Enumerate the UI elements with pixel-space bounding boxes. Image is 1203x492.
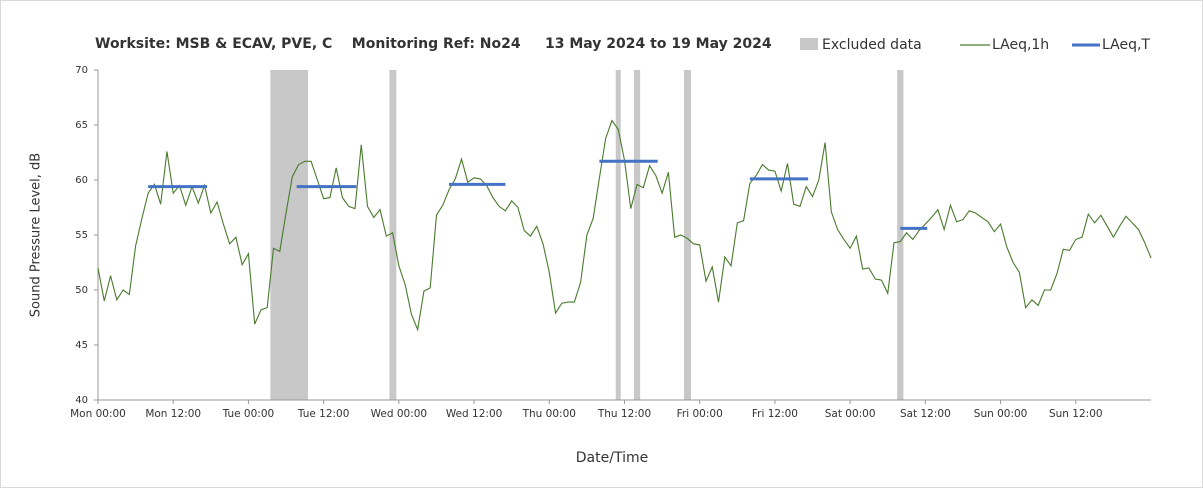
y-tick-label: 45 [75, 340, 88, 351]
x-tick-label: Mon 12:00 [145, 408, 201, 420]
x-tick-label: Tue 00:00 [222, 408, 275, 420]
x-tick-label: Fri 12:00 [752, 408, 798, 420]
x-tick-label: Tue 12:00 [297, 408, 350, 420]
y-tick-label: 70 [75, 65, 88, 76]
excluded-band [270, 70, 308, 400]
excluded-band [633, 70, 641, 400]
x-axis-label: Date/Time [576, 450, 648, 466]
y-tick-label: 65 [75, 120, 88, 131]
y-tick-label: 55 [75, 230, 88, 241]
excluded-band [684, 70, 691, 400]
x-tick-label: Sun 12:00 [1049, 408, 1103, 420]
x-tick-label: Wed 00:00 [371, 408, 428, 420]
excluded-band [615, 70, 621, 400]
legend-label: LAeq,T [1102, 37, 1150, 53]
y-tick-label: 40 [75, 395, 88, 406]
legend-label: Excluded data [822, 37, 922, 53]
legend-swatch [800, 38, 818, 50]
y-tick-label: 60 [75, 175, 88, 186]
y-axis-label: Sound Pressure Level, dB [29, 153, 44, 317]
excluded-band [897, 70, 904, 400]
x-tick-label: Thu 00:00 [522, 408, 576, 420]
x-tick-label: Wed 12:00 [446, 408, 503, 420]
x-tick-label: Fri 00:00 [677, 408, 723, 420]
x-tick-label: Thu 12:00 [597, 408, 651, 420]
legend-label: LAeq,1h [992, 37, 1049, 53]
x-tick-label: Sun 00:00 [974, 408, 1028, 420]
chart-title: Worksite: MSB & ECAV, PVE, C Monitoring … [95, 36, 772, 52]
x-tick-label: Sat 12:00 [900, 408, 951, 420]
x-tick-label: Mon 00:00 [70, 408, 126, 420]
y-tick-label: 50 [75, 285, 88, 296]
x-tick-label: Sat 00:00 [825, 408, 876, 420]
